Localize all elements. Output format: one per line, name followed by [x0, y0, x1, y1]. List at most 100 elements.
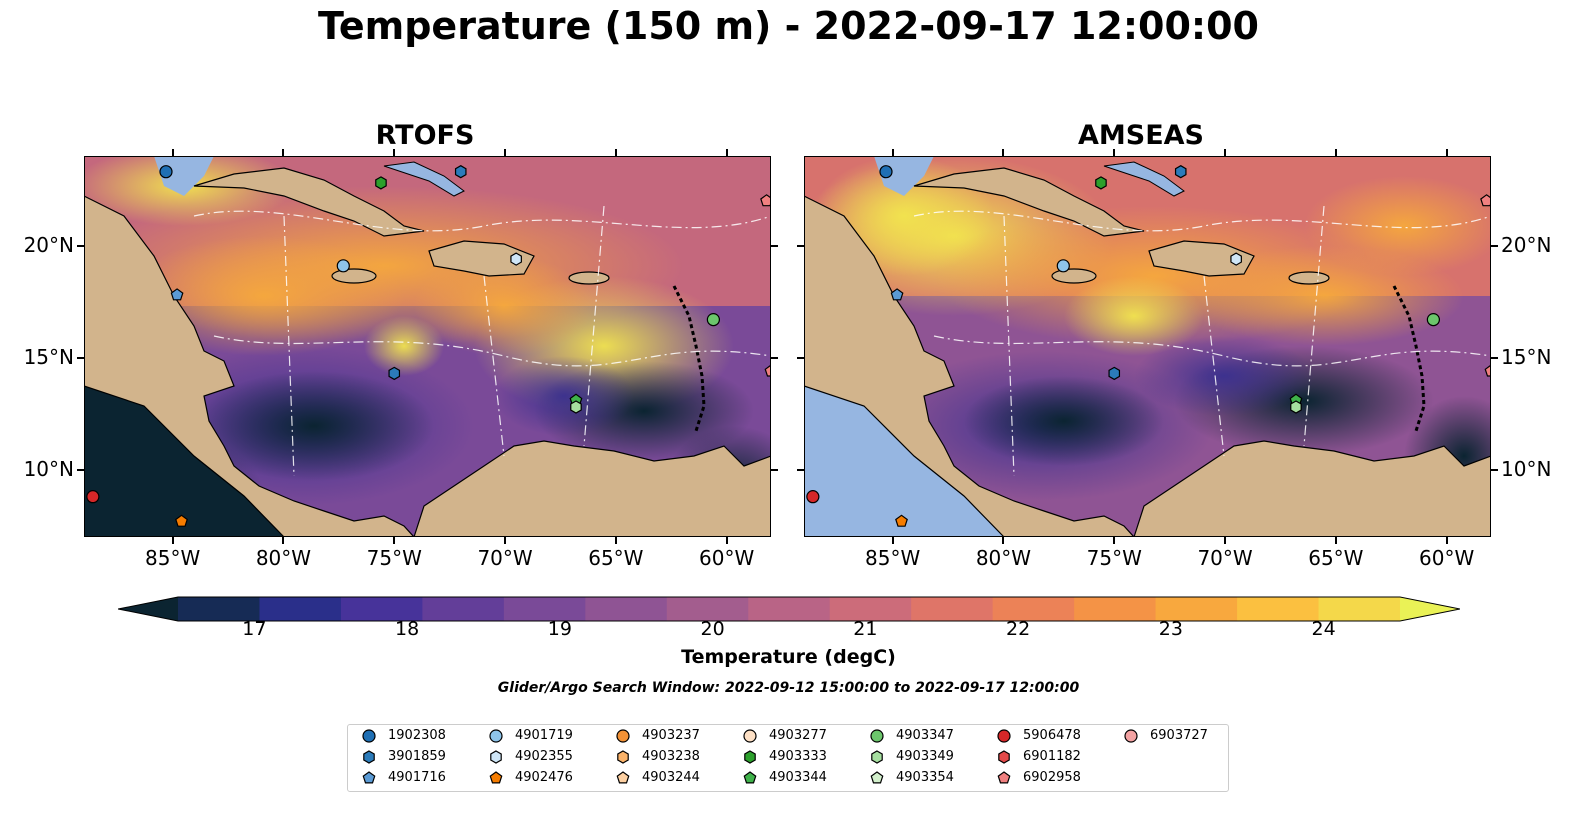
colorbar-tick-label: 17: [242, 618, 267, 640]
y-tick-mark: [77, 356, 84, 359]
y-tick-label: 10°N: [23, 456, 74, 481]
float-markers-rtofs: [86, 164, 771, 527]
x-tick-label: 70°W: [477, 546, 533, 570]
circle-marker-icon: [743, 729, 757, 743]
legend-label: 4903277: [769, 728, 827, 743]
hexagon-marker-icon: [617, 750, 629, 764]
circle-marker-icon: [616, 729, 630, 743]
colorbar-tick-label: 19: [547, 618, 572, 640]
x-tick-mark: [1445, 537, 1448, 544]
x-tick-mark: [1002, 537, 1005, 544]
float-marker-4901719: [336, 259, 350, 273]
colorbar-segment: [422, 597, 505, 621]
x-tick-label: 85°W: [865, 546, 921, 570]
y-tick-mark: [771, 356, 778, 359]
map-panel-rtofs: [84, 156, 771, 537]
colorbar-outline: [118, 596, 1460, 622]
float-marker-4902355: [510, 252, 522, 266]
x-tick-mark-top: [393, 149, 396, 156]
pentagon-marker-icon: [616, 771, 630, 784]
x-tick-mark-top: [282, 149, 285, 156]
circle-marker-icon: [870, 729, 884, 743]
y-tick-mark: [797, 356, 804, 359]
float-marker-3901859: [1174, 164, 1187, 179]
colorbar-label: Temperature (degC): [681, 646, 896, 668]
legend-label: 4901719: [515, 728, 573, 743]
float-marker-5906478: [806, 490, 820, 504]
circle-marker-icon: [362, 729, 376, 743]
legend-label: 6901182: [1023, 749, 1081, 764]
y-tick-mark: [771, 244, 778, 247]
x-tick-mark: [504, 537, 507, 544]
float-marker-4902355: [1230, 252, 1242, 266]
colorbar-segment: [259, 597, 342, 621]
x-tick-label: 85°W: [145, 546, 201, 570]
x-tick-mark: [1113, 537, 1116, 544]
x-tick-mark: [393, 537, 396, 544]
x-tick-mark-top: [1445, 149, 1448, 156]
x-tick-mark: [1334, 537, 1337, 544]
y-tick-label: 20°N: [23, 232, 74, 257]
colorbar-segment: [340, 597, 423, 621]
x-tick-mark: [171, 537, 174, 544]
float-marker-1902308: [159, 165, 173, 179]
figure-title: Temperature (150 m) - 2022-09-17 12:00:0…: [317, 4, 1259, 48]
x-tick-mark: [282, 537, 285, 544]
float-marker-6902958: [764, 364, 771, 377]
float-marker-5906478: [86, 490, 100, 504]
legend-label: 4903333: [769, 749, 827, 764]
float-marker-4903333: [375, 176, 387, 190]
float-marker-4903347: [1426, 313, 1440, 327]
colorbar-segment: [1155, 597, 1238, 621]
y-tick-mark: [1491, 244, 1498, 247]
panel-title-amseas: AMSEAS: [1078, 120, 1204, 151]
y-tick-label: 20°N: [1501, 232, 1552, 257]
x-tick-label: 65°W: [1308, 546, 1364, 570]
x-tick-mark: [725, 537, 728, 544]
float-marker-4901719: [1056, 259, 1070, 273]
x-tick-mark-top: [1002, 149, 1005, 156]
x-tick-mark-top: [1224, 149, 1227, 156]
y-tick-mark: [771, 468, 778, 471]
map-panel-amseas: [804, 156, 1491, 537]
float-marker-4903333: [1095, 176, 1107, 190]
colorbar-segment: [748, 597, 831, 621]
colorbar-segment: [829, 597, 912, 621]
pentagon-marker-icon: [489, 771, 503, 784]
circle-marker-icon: [489, 729, 503, 743]
colorbar-tick-label: 23: [1158, 618, 1183, 640]
colorbar-segment: [585, 597, 668, 621]
float-marker-6902958: [1484, 364, 1491, 377]
panel-title-rtofs: RTOFS: [375, 120, 475, 151]
y-tick-mark: [77, 468, 84, 471]
x-tick-mark-top: [891, 149, 894, 156]
legend-label: 4901716: [388, 770, 446, 785]
y-tick-label: 15°N: [23, 344, 74, 369]
x-tick-mark-top: [171, 149, 174, 156]
hexagon-marker-icon: [490, 750, 502, 764]
x-tick-label: 80°W: [255, 546, 312, 570]
x-tick-label: 70°W: [1197, 546, 1253, 570]
colorbar-tick-label: 21: [853, 618, 878, 640]
legend-label: 3901859: [388, 749, 446, 764]
float-marker-3901859: [1108, 366, 1121, 381]
float-marker-4901716: [890, 288, 904, 301]
y-tick-mark: [77, 244, 84, 247]
legend-label: 4903347: [896, 728, 954, 743]
x-tick-mark-top: [504, 149, 507, 156]
hexagon-marker-icon: [363, 750, 375, 764]
hexagon-marker-icon: [744, 750, 756, 764]
colorbar-extend-min: [118, 597, 178, 621]
legend-label: 6902958: [1023, 770, 1081, 785]
x-tick-label: 75°W: [366, 546, 422, 570]
legend-label: 1902308: [388, 728, 446, 743]
colorbar-segment: [1074, 597, 1157, 621]
float-marker-6902958: [1480, 194, 1491, 207]
colorbar-segment: [666, 597, 749, 621]
colorbar: [118, 596, 1460, 622]
colorbar-tick-label: 18: [395, 618, 420, 640]
hexagon-marker-icon: [871, 750, 883, 764]
x-tick-mark: [1224, 537, 1227, 544]
float-marker-4903347: [706, 313, 720, 327]
legend-label: 4903237: [642, 728, 700, 743]
